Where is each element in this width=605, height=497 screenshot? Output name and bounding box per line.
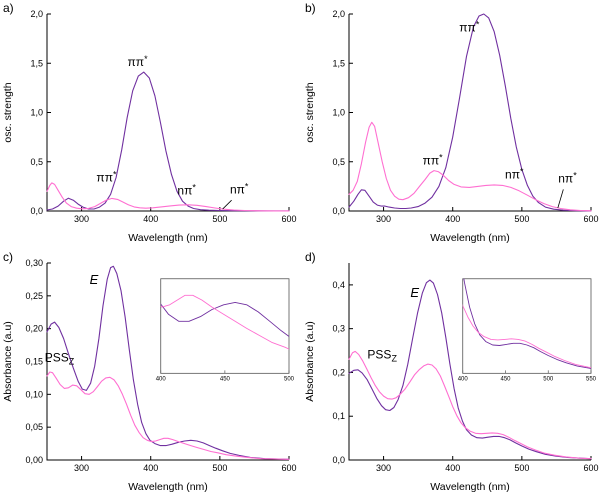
y-tick-label: 0,05 — [25, 422, 43, 432]
axes — [46, 14, 289, 212]
x-axis-title: Wavelength (nm) — [430, 481, 510, 493]
y-tick-label: 0,3 — [332, 324, 345, 334]
chart-a: 300 400 500 600 0,0 0,5 1,0 1,5 2,0 Wavelength (n… — [2, 9, 297, 244]
chart-c: 300 400 500 600 0,00 0,05 0,10 0,15 0,20 0,25 0,30… — [2, 258, 297, 493]
series-pink-curve — [348, 121, 592, 212]
x-tick-label: 400 — [143, 463, 158, 473]
chart-b: 300 400 500 600 0,0 0,5 1,0 1,5 2,0 Wavelength (n… — [304, 9, 599, 244]
x-tick-label: 600 — [281, 214, 296, 224]
inset-x-tick-label: 450 — [220, 376, 231, 382]
panel-d-label: d) — [305, 250, 316, 264]
panel-c-label: c) — [3, 250, 13, 264]
x-tick-label: 500 — [514, 214, 529, 224]
annotation-E: E — [410, 285, 419, 300]
series-purple-curve — [348, 13, 592, 212]
y-tick-label: 0,25 — [25, 291, 43, 301]
inset-x-tick-label: 450 — [500, 376, 511, 382]
panel-d: d) 300 400 500 600 0,0 0,1 0,2 0,3 0,4 Wavelength… — [302, 249, 605, 497]
annotation-pointer-line — [222, 199, 232, 210]
x-tick-label: 500 — [514, 463, 529, 473]
inset-x-tick-label: 500 — [543, 376, 554, 382]
inset-curves — [462, 278, 591, 369]
annotation-ππ: ππ* — [423, 153, 444, 168]
x-axis-title: Wavelength (nm) — [128, 481, 208, 493]
x-tick-label: 600 — [281, 463, 296, 473]
x-tick-label: 400 — [445, 463, 460, 473]
y-axis-title: Absorbance (a.u) — [304, 321, 316, 402]
annotation-ππ: ππ* — [96, 169, 117, 184]
y-tick-label: 1,0 — [332, 108, 345, 118]
y-tick-label: 1,5 — [30, 58, 43, 68]
series-PSS_Z — [348, 350, 592, 460]
inset-series-PSS_Z — [160, 294, 289, 350]
panel-c: c) 300 400 500 600 0,00 0,05 0,10 0,15 0,20 0,25 0… — [0, 249, 302, 497]
y-tick-label: 2,0 — [30, 9, 43, 19]
inset-series-E — [160, 301, 289, 338]
y-tick-label: 0,2 — [332, 367, 345, 377]
annotation-pointer-line — [557, 189, 564, 209]
panel-b-label: b) — [305, 1, 316, 15]
panel-a: a) 300 400 500 600 0,0 0,5 1,0 1,5 2,0 Wavelength… — [0, 0, 302, 249]
y-tick-label: 0,4 — [332, 280, 345, 290]
y-tick-label: 0,15 — [25, 357, 43, 367]
panel-a-label: a) — [3, 1, 14, 15]
y-tick-label: 0,30 — [25, 258, 43, 268]
x-tick-label: 400 — [143, 214, 158, 224]
y-tick-label: 0,00 — [25, 455, 43, 465]
annotation-nπ: nπ* — [558, 170, 577, 185]
x-tick-label: 300 — [376, 214, 391, 224]
panel-b: b) 300 400 500 600 0,0 0,5 1,0 1,5 2,0 Wavelength… — [302, 0, 605, 249]
y-axis-title: Absorbance (a.u) — [2, 321, 14, 402]
inset-x-tick-label: 500 — [284, 376, 295, 382]
inset-box — [160, 278, 290, 374]
x-axis-title: Wavelength (nm) — [430, 232, 510, 244]
inset-x-tick-label: 550 — [586, 376, 597, 382]
series-pink-curve — [46, 182, 290, 212]
y-tick-label: 1,5 — [332, 58, 345, 68]
y-tick-label: 0,1 — [332, 411, 345, 421]
x-axis-title: Wavelength (nm) — [128, 232, 208, 244]
annotation-nπ: nπ* — [230, 181, 249, 196]
y-tick-label: 0,10 — [25, 389, 43, 399]
chart-d: 300 400 500 600 0,0 0,1 0,2 0,3 0,4 Wavelength (n… — [304, 263, 599, 493]
annotation-PSS: PSSZ — [45, 351, 75, 367]
y-tick-label: 0,20 — [25, 324, 43, 334]
y-tick-label: 0,0 — [332, 455, 345, 465]
inset-series-E — [463, 278, 591, 369]
annotation-nπ: nπ* — [505, 166, 524, 181]
y-tick-label: 0,0 — [30, 206, 43, 216]
series-PSS_Z — [46, 371, 290, 460]
x-tick-label: 600 — [583, 214, 598, 224]
x-tick-label: 300 — [376, 463, 391, 473]
inset-series-PSS_Z — [462, 304, 591, 369]
y-tick-label: 0,0 — [332, 206, 345, 216]
x-tick-label: 300 — [74, 214, 89, 224]
series-E — [348, 279, 592, 460]
y-tick-label: 0,5 — [30, 157, 43, 167]
inset-x-tick-label: 400 — [458, 376, 469, 382]
x-tick-label: 300 — [74, 463, 89, 473]
annotation-ππ: ππ* — [459, 20, 480, 35]
y-tick-label: 1,0 — [30, 108, 43, 118]
x-tick-label: 600 — [583, 463, 598, 473]
x-tick-label: 500 — [212, 214, 227, 224]
series-E — [46, 265, 290, 460]
series-purple-curve — [46, 71, 290, 212]
annotation-E: E — [90, 272, 99, 287]
annotation-PSS: PSSZ — [367, 347, 397, 363]
y-axis-title: osc. strength — [2, 82, 14, 142]
inset-curves — [160, 294, 289, 350]
inset-box — [462, 278, 592, 374]
inset-x-tick-label: 400 — [156, 376, 167, 382]
annotation-ππ: ππ* — [128, 54, 149, 69]
y-tick-label: 0,5 — [332, 157, 345, 167]
y-axis-title: osc. strength — [304, 82, 316, 142]
y-tick-label: 2,0 — [332, 9, 345, 19]
x-tick-label: 400 — [445, 214, 460, 224]
x-tick-label: 500 — [212, 463, 227, 473]
annotation-nπ: nπ* — [177, 182, 196, 197]
